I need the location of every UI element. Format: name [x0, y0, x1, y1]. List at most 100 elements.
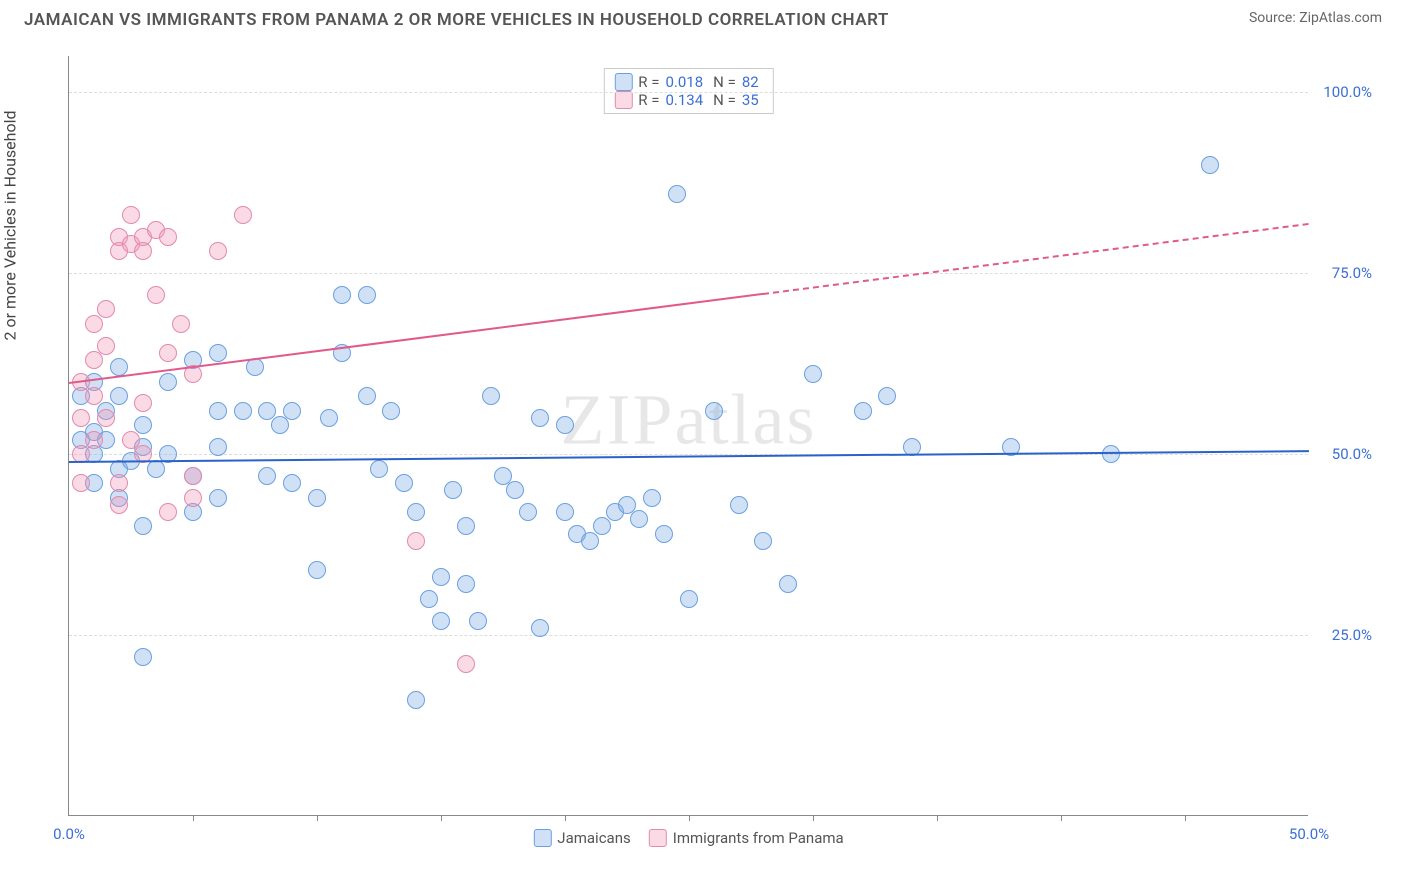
data-point: [172, 315, 190, 333]
x-tick-mark: [813, 815, 814, 821]
source-attribution: Source: ZipAtlas.com: [1249, 10, 1382, 26]
swatch-panama: [614, 91, 632, 109]
data-point: [184, 489, 202, 507]
data-point: [110, 496, 128, 514]
correlation-legend: R = 0.018 N = 82 R = 0.134 N = 35: [603, 68, 773, 114]
data-point: [209, 242, 227, 260]
n-value-jamaicans: 82: [742, 73, 759, 91]
y-tick-label: 50.0%: [1332, 445, 1372, 463]
data-point: [482, 387, 500, 405]
data-point: [878, 387, 896, 405]
data-point: [110, 387, 128, 405]
data-point: [531, 409, 549, 427]
data-point: [110, 358, 128, 376]
data-point: [779, 575, 797, 593]
data-point: [457, 655, 475, 673]
data-point: [643, 489, 661, 507]
swatch-panama: [649, 829, 667, 847]
data-point: [159, 373, 177, 391]
data-point: [444, 481, 462, 499]
data-point: [457, 575, 475, 593]
data-point: [531, 619, 549, 637]
data-point: [271, 416, 289, 434]
data-point: [1102, 445, 1120, 463]
legend-label-panama: Immigrants from Panama: [673, 829, 844, 847]
data-point: [668, 185, 686, 203]
data-point: [655, 525, 673, 543]
r-label: R =: [638, 91, 659, 109]
y-axis-label: 2 or more Vehicles in Household: [1, 110, 20, 340]
data-point: [680, 590, 698, 608]
y-tick-label: 75.0%: [1332, 264, 1372, 282]
data-point: [159, 503, 177, 521]
data-point: [134, 242, 152, 260]
data-point: [320, 409, 338, 427]
y-tick-label: 100.0%: [1323, 83, 1372, 101]
gridline: [69, 92, 1308, 93]
data-point: [333, 286, 351, 304]
data-point: [134, 517, 152, 535]
data-point: [358, 387, 376, 405]
data-point: [209, 489, 227, 507]
data-point: [72, 474, 90, 492]
data-point: [209, 344, 227, 362]
data-point: [134, 648, 152, 666]
x-tick-mark: [317, 815, 318, 821]
x-tick-mark: [193, 815, 194, 821]
data-point: [85, 431, 103, 449]
data-point: [147, 286, 165, 304]
data-point: [110, 474, 128, 492]
data-point: [407, 691, 425, 709]
data-point: [358, 286, 376, 304]
data-point: [85, 387, 103, 405]
data-point: [519, 503, 537, 521]
data-point: [134, 394, 152, 412]
data-point: [122, 206, 140, 224]
data-point: [420, 590, 438, 608]
chart-title: JAMAICAN VS IMMIGRANTS FROM PANAMA 2 OR …: [24, 10, 889, 30]
data-point: [283, 402, 301, 420]
n-label: N =: [713, 91, 736, 109]
data-point: [85, 315, 103, 333]
data-point: [457, 517, 475, 535]
data-point: [556, 416, 574, 434]
x-tick-mark: [1061, 815, 1062, 821]
gridline: [69, 273, 1308, 274]
x-tick-mark: [689, 815, 690, 821]
n-value-panama: 35: [742, 91, 759, 109]
legend-label-jamaicans: Jamaicans: [557, 829, 630, 847]
data-point: [506, 481, 524, 499]
data-point: [556, 503, 574, 521]
data-point: [85, 351, 103, 369]
x-tick-mark: [565, 815, 566, 821]
data-point: [209, 438, 227, 456]
plot-area: ZIPatlas R = 0.018 N = 82 R = 0.134 N = …: [68, 56, 1308, 816]
x-tick-label: 0.0%: [53, 825, 85, 843]
x-tick-label: 50.0%: [1289, 825, 1329, 843]
r-label: R =: [638, 73, 659, 91]
data-point: [234, 206, 252, 224]
data-point: [258, 467, 276, 485]
data-point: [804, 365, 822, 383]
n-label: N =: [713, 73, 736, 91]
data-point: [184, 467, 202, 485]
r-value-panama: 0.134: [665, 91, 703, 109]
data-point: [1201, 156, 1219, 174]
data-point: [407, 532, 425, 550]
data-point: [593, 517, 611, 535]
data-point: [72, 409, 90, 427]
y-tick-label: 25.0%: [1332, 626, 1372, 644]
data-point: [407, 503, 425, 521]
data-point: [159, 344, 177, 362]
data-point: [382, 402, 400, 420]
trend-line-extrapolated: [763, 222, 1309, 294]
swatch-jamaicans: [614, 73, 632, 91]
trend-line: [69, 450, 1309, 463]
data-point: [97, 300, 115, 318]
data-point: [370, 460, 388, 478]
data-point: [159, 228, 177, 246]
x-tick-mark: [1185, 815, 1186, 821]
legend-item-jamaicans: Jamaicans: [533, 829, 630, 847]
legend-item-panama: Immigrants from Panama: [649, 829, 844, 847]
data-point: [705, 402, 723, 420]
